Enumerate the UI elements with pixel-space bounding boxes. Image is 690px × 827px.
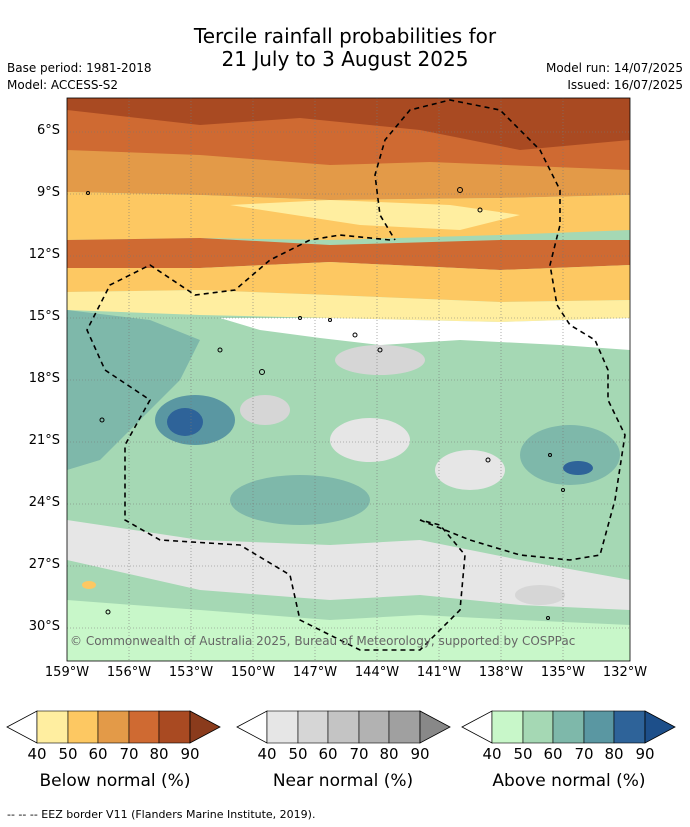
colorbar-above-normal — [461, 710, 676, 744]
cb2-tick-90: 90 — [410, 745, 430, 763]
cb1-tick-90: 90 — [180, 745, 200, 763]
cb1-tick-40: 40 — [27, 745, 47, 763]
cb2-tick-60: 60 — [318, 745, 338, 763]
cb1-tick-70: 70 — [119, 745, 139, 763]
colorbar-near-normal — [236, 710, 451, 744]
lon-label-150w: 150°W — [230, 665, 276, 680]
lon-label-135w: 135°W — [540, 665, 586, 680]
cb3-tick-60: 60 — [543, 745, 563, 763]
cb1-label: Below normal (%) — [39, 771, 191, 791]
lon-label-141w: 141°W — [416, 665, 462, 680]
lat-label-15s: 15°S — [28, 309, 60, 324]
lat-label-24s: 24°S — [28, 495, 60, 510]
near-normal-patch-e — [515, 585, 565, 605]
below-normal-patch-40 — [230, 200, 520, 230]
lon-label-159w: 159°W — [44, 665, 90, 680]
above-normal-patch-80 — [167, 408, 203, 436]
cb3-tick-80: 80 — [604, 745, 624, 763]
colorbar-below-normal — [6, 710, 221, 744]
lat-label-18s: 18°S — [28, 371, 60, 386]
near-normal-patch-d — [435, 450, 505, 490]
above-normal-south-40 — [67, 600, 630, 661]
lon-label-156w: 156°W — [106, 665, 152, 680]
island-outlines — [86, 187, 565, 620]
below-normal-spot — [82, 581, 96, 589]
cb2-tick-70: 70 — [349, 745, 369, 763]
map-frame — [66, 97, 631, 662]
below-normal-band-50b — [67, 262, 630, 302]
cb2-tick-40: 40 — [257, 745, 277, 763]
lon-label-147w: 147°W — [292, 665, 338, 680]
lon-label-138w: 138°W — [478, 665, 524, 680]
cb3-tick-40: 40 — [482, 745, 502, 763]
above-normal-east-80 — [563, 461, 593, 475]
near-normal-south-band — [67, 520, 630, 610]
below-normal-band-60 — [67, 150, 630, 200]
above-normal-east-60 — [520, 425, 620, 485]
map-title-line1: Tercile rainfall probabilities for — [193, 24, 497, 48]
lon-label-144w: 144°W — [354, 665, 400, 680]
map-title-line2: 21 July to 3 August 2025 — [221, 47, 469, 71]
rainfall-map[interactable] — [66, 97, 631, 662]
eez-footer-note: -- -- -- EEZ border V11 (Flanders Marine… — [7, 808, 316, 821]
lon-label-132w: 132°W — [602, 665, 648, 680]
cb3-tick-90: 90 — [635, 745, 655, 763]
map-copyright: © Commonwealth of Australia 2025, Bureau… — [70, 634, 576, 648]
near-normal-patch-a — [335, 345, 425, 375]
cb1-tick-80: 80 — [149, 745, 169, 763]
cb2-tick-80: 80 — [379, 745, 399, 763]
above-normal-south-60 — [230, 475, 370, 525]
cb3-label: Above normal (%) — [492, 771, 646, 791]
base-period: Base period: 1981-2018 — [7, 61, 152, 75]
below-normal-band-40 — [67, 290, 630, 322]
near-normal-white-strip — [220, 318, 630, 350]
near-normal-patch-c — [240, 395, 290, 425]
model-name: Model: ACCESS-S2 — [7, 78, 119, 92]
cb2-label: Near normal (%) — [272, 771, 414, 791]
model-run: Model run: 14/07/2025 — [545, 61, 683, 75]
cb1-tick-50: 50 — [58, 745, 78, 763]
lat-label-21s: 21°S — [28, 433, 60, 448]
above-normal-west-60 — [67, 310, 200, 470]
cb3-tick-50: 50 — [513, 745, 533, 763]
gridlines — [67, 98, 630, 661]
cb1-tick-60: 60 — [88, 745, 108, 763]
lat-label-9s: 9°S — [36, 185, 60, 200]
lat-label-6s: 6°S — [36, 123, 60, 138]
lat-label-27s: 27°S — [28, 557, 60, 572]
lat-label-12s: 12°S — [28, 247, 60, 262]
lon-label-153w: 153°W — [168, 665, 214, 680]
cb3-tick-70: 70 — [574, 745, 594, 763]
below-normal-band-70b — [67, 238, 630, 270]
issued-date: Issued: 16/07/2025 — [567, 78, 683, 92]
below-normal-band-80 — [67, 98, 630, 150]
near-normal-patch-b — [330, 418, 410, 462]
eez-borders — [86, 99, 626, 651]
lat-label-30s: 30°S — [28, 619, 60, 634]
cb2-tick-50: 50 — [288, 745, 308, 763]
